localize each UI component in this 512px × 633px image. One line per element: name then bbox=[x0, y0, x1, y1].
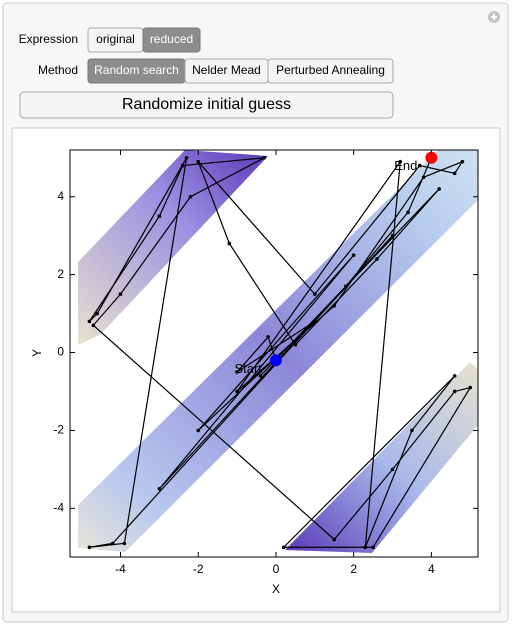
control-label: Expression bbox=[19, 32, 78, 46]
path-point bbox=[452, 389, 457, 394]
path-point bbox=[118, 292, 123, 296]
feasible-region bbox=[285, 362, 478, 553]
x-tick-label: -4 bbox=[115, 562, 126, 576]
x-tick-label: 4 bbox=[428, 562, 435, 576]
toggle-label: Nelder Mead bbox=[192, 63, 261, 77]
toggle-label: original bbox=[96, 32, 135, 46]
randomize-button[interactable]: Randomize initial guess bbox=[19, 91, 394, 119]
path-point bbox=[460, 159, 465, 164]
search-path bbox=[88, 157, 472, 548]
path-point bbox=[410, 428, 414, 433]
path-point bbox=[313, 292, 317, 296]
path-point bbox=[398, 159, 403, 164]
toggle-button[interactable]: reduced bbox=[142, 27, 201, 53]
y-tick-label: 2 bbox=[57, 267, 64, 281]
path-point bbox=[452, 374, 457, 378]
path-point bbox=[262, 155, 267, 160]
toggle-label: Random search bbox=[94, 63, 179, 77]
toggle-button[interactable]: Random search bbox=[87, 58, 186, 84]
path-point bbox=[344, 284, 348, 289]
path-point bbox=[258, 374, 263, 378]
plot-frame bbox=[69, 149, 479, 558]
toggle-button[interactable]: original bbox=[87, 27, 144, 53]
path-point bbox=[468, 385, 473, 390]
x-tick-label: 2 bbox=[350, 562, 357, 576]
path-point bbox=[421, 175, 426, 180]
path-point bbox=[196, 159, 201, 164]
path-point bbox=[406, 210, 410, 215]
path-point bbox=[91, 323, 96, 328]
path-point bbox=[351, 253, 356, 257]
path-point bbox=[180, 163, 185, 168]
y-tick-label: 4 bbox=[57, 189, 64, 203]
path-point bbox=[157, 487, 162, 491]
marker-point bbox=[269, 354, 282, 367]
path-point bbox=[375, 257, 379, 261]
path-point bbox=[87, 545, 92, 550]
button-label: Randomize initial guess bbox=[122, 96, 291, 113]
path-point bbox=[293, 342, 298, 347]
path-point bbox=[235, 370, 239, 374]
feasible-region bbox=[78, 150, 478, 552]
add-icon[interactable] bbox=[488, 11, 500, 23]
path-point bbox=[122, 541, 127, 546]
toggle-label: Perturbed Annealing bbox=[276, 63, 385, 77]
control-label: Method bbox=[38, 63, 78, 77]
path-point bbox=[184, 155, 189, 160]
path-point bbox=[390, 467, 395, 472]
plot: Start End bbox=[87, 151, 473, 550]
path-point bbox=[332, 537, 337, 542]
path-point bbox=[87, 319, 92, 324]
y-tick-label: 0 bbox=[57, 345, 64, 359]
path-point bbox=[196, 428, 201, 433]
path-point bbox=[363, 545, 368, 550]
y-tick-label: -2 bbox=[53, 423, 64, 437]
path-point bbox=[417, 163, 422, 168]
path-point bbox=[390, 233, 395, 238]
path-point bbox=[371, 545, 375, 550]
point-label: Start bbox=[234, 361, 262, 376]
path-point bbox=[188, 194, 193, 199]
path-point bbox=[281, 545, 286, 550]
toggle-label: reduced bbox=[150, 32, 193, 46]
path-point bbox=[313, 319, 317, 324]
path-point bbox=[452, 171, 457, 176]
toggle-button[interactable]: Nelder Mead bbox=[184, 58, 269, 84]
feasible-region bbox=[78, 150, 268, 345]
y-axis-label: Y bbox=[30, 349, 44, 357]
path-point bbox=[95, 311, 99, 316]
path-point bbox=[110, 541, 115, 546]
point-label: End bbox=[394, 158, 417, 173]
x-axis-label: X bbox=[272, 582, 280, 596]
x-tick-label: -2 bbox=[193, 562, 204, 576]
path-point bbox=[157, 214, 162, 219]
x-tick-label: 0 bbox=[273, 562, 280, 576]
path-point bbox=[332, 303, 337, 308]
path-point bbox=[235, 389, 239, 394]
path-point bbox=[266, 335, 270, 339]
y-tick-label: -4 bbox=[53, 500, 64, 514]
marker-point bbox=[425, 151, 438, 164]
toggle-button[interactable]: Perturbed Annealing bbox=[267, 58, 394, 84]
path-point bbox=[227, 241, 232, 246]
path-point bbox=[437, 187, 441, 191]
